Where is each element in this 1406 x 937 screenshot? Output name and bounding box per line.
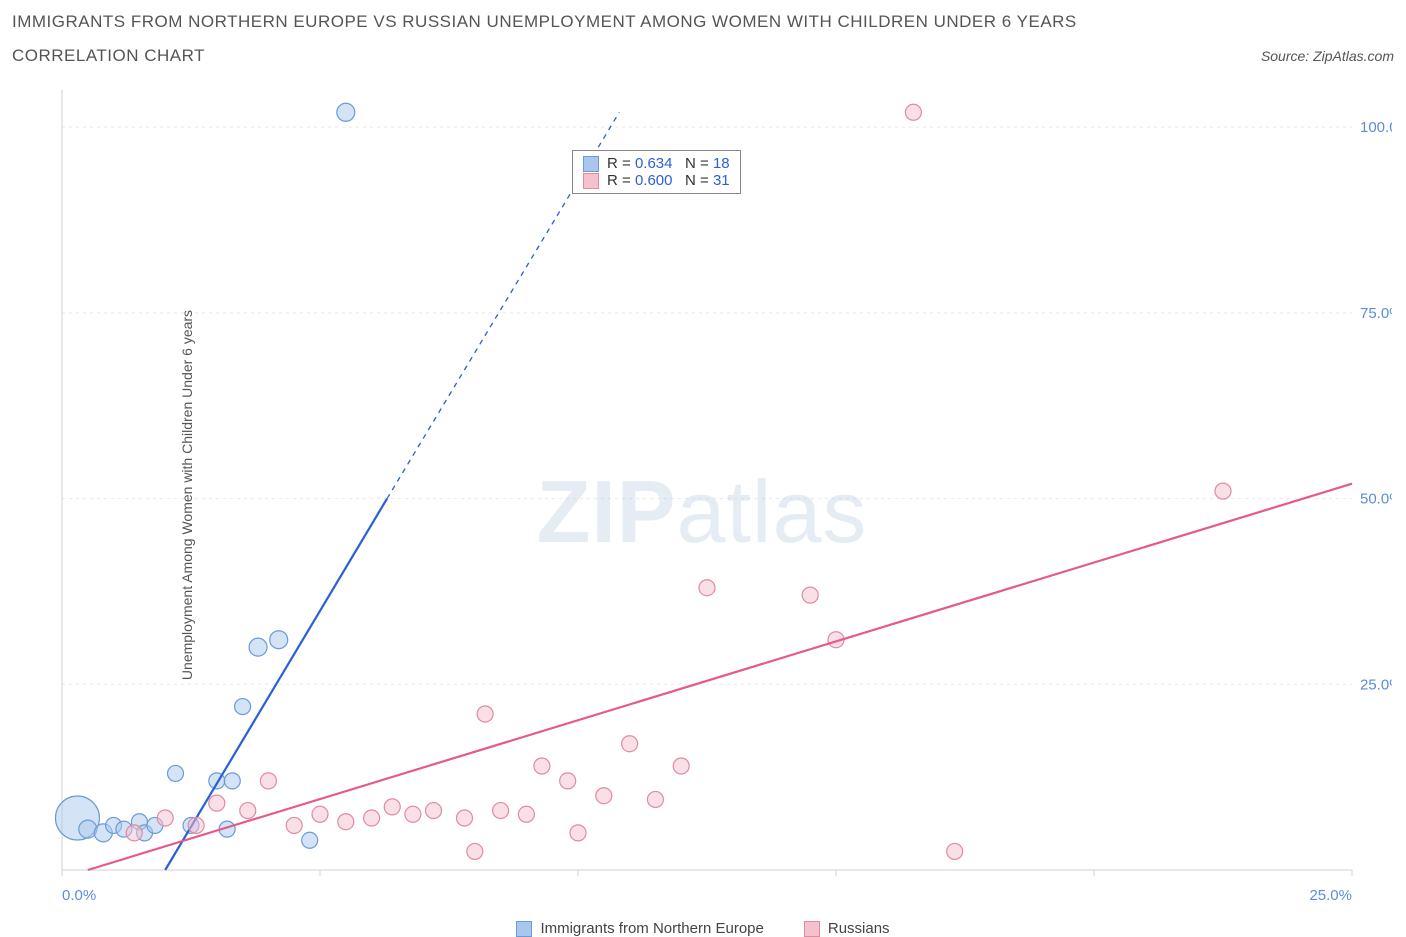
chart-area: Unemployment Among Women with Children U… bbox=[12, 70, 1392, 920]
scatter-plot-svg: 25.0% 50.0% 75.0% 100.0% 0.0% 25.0% bbox=[12, 70, 1392, 920]
svg-text:75.0%: 75.0% bbox=[1360, 305, 1392, 322]
svg-text:50.0%: 50.0% bbox=[1360, 491, 1392, 508]
chart-header: IMMIGRANTS FROM NORTHERN EUROPE VS RUSSI… bbox=[12, 12, 1394, 66]
legend-item-series-2: Russians bbox=[804, 920, 890, 937]
y-axis-label: Unemployment Among Women with Children U… bbox=[179, 310, 195, 680]
chart-title: IMMIGRANTS FROM NORTHERN EUROPE VS RUSSI… bbox=[12, 12, 1394, 32]
correlation-legend-box: R = 0.634 N = 18R = 0.600 N = 31 bbox=[572, 150, 741, 194]
chart-source: Source: ZipAtlas.com bbox=[1261, 48, 1394, 64]
legend-swatch-2 bbox=[804, 921, 820, 937]
svg-text:0.0%: 0.0% bbox=[62, 887, 96, 904]
legend-swatch-1 bbox=[516, 921, 532, 937]
svg-text:25.0%: 25.0% bbox=[1360, 676, 1392, 693]
bottom-legend: Immigrants from Northern Europe Russians bbox=[12, 920, 1394, 937]
chart-subtitle: CORRELATION CHART bbox=[12, 46, 205, 66]
correlation-row: R = 0.600 N = 31 bbox=[583, 172, 730, 189]
svg-text:100.0%: 100.0% bbox=[1360, 119, 1392, 136]
legend-label-2: Russians bbox=[828, 920, 890, 937]
legend-label-1: Immigrants from Northern Europe bbox=[540, 920, 763, 937]
svg-text:25.0%: 25.0% bbox=[1309, 887, 1352, 904]
legend-item-series-1: Immigrants from Northern Europe bbox=[516, 920, 763, 937]
correlation-row: R = 0.634 N = 18 bbox=[583, 155, 730, 172]
